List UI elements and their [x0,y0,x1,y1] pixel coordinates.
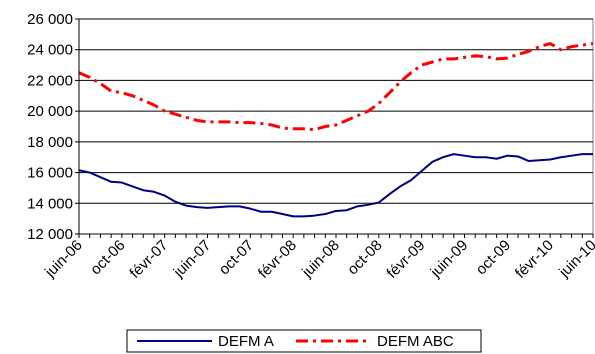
y-tick-label: 24 000 [27,42,73,59]
x-tick-label: oct-06 [87,237,129,279]
x-tick-label: juin-10 [555,237,595,282]
y-tick-label: 20 000 [27,103,73,120]
y-tick-label: 16 000 [27,165,73,182]
x-tick-label: juin-08 [298,237,343,282]
plot-area [78,18,594,235]
x-tick-label: juin-09 [427,237,472,282]
y-tick-label: 22 000 [27,72,73,89]
x-tick-label: févr-10 [512,237,557,282]
legend-label-defm-abc: DEFM ABC [377,333,454,350]
x-tick-label: févr-08 [255,237,300,282]
x-tick-label: févr-09 [383,237,428,282]
y-tick-label: 12 000 [27,226,73,243]
x-tick-label: juin-06 [41,237,86,282]
y-tick-label: 18 000 [27,134,73,151]
x-tick-label: oct-08 [344,237,386,279]
x-tick-label: févr-07 [126,237,171,282]
y-axis-ticks: 12 000 14 000 16 000 18 000 20 000 22 000 24 0… [27,11,79,243]
x-tick-label: oct-07 [216,237,258,279]
legend-label-defm-a: DEFM A [218,333,274,350]
y-tick-label: 26 000 [27,11,73,28]
legend: DEFM A DEFM ABC [126,329,482,353]
series-lines [78,42,594,218]
series-line-defm-a [78,153,593,218]
x-tick-label: juin-07 [170,237,215,282]
y-tick-label: 14 000 [27,195,73,212]
x-tick-label: oct-09 [473,237,515,279]
series-line-defm-abc [78,42,594,132]
